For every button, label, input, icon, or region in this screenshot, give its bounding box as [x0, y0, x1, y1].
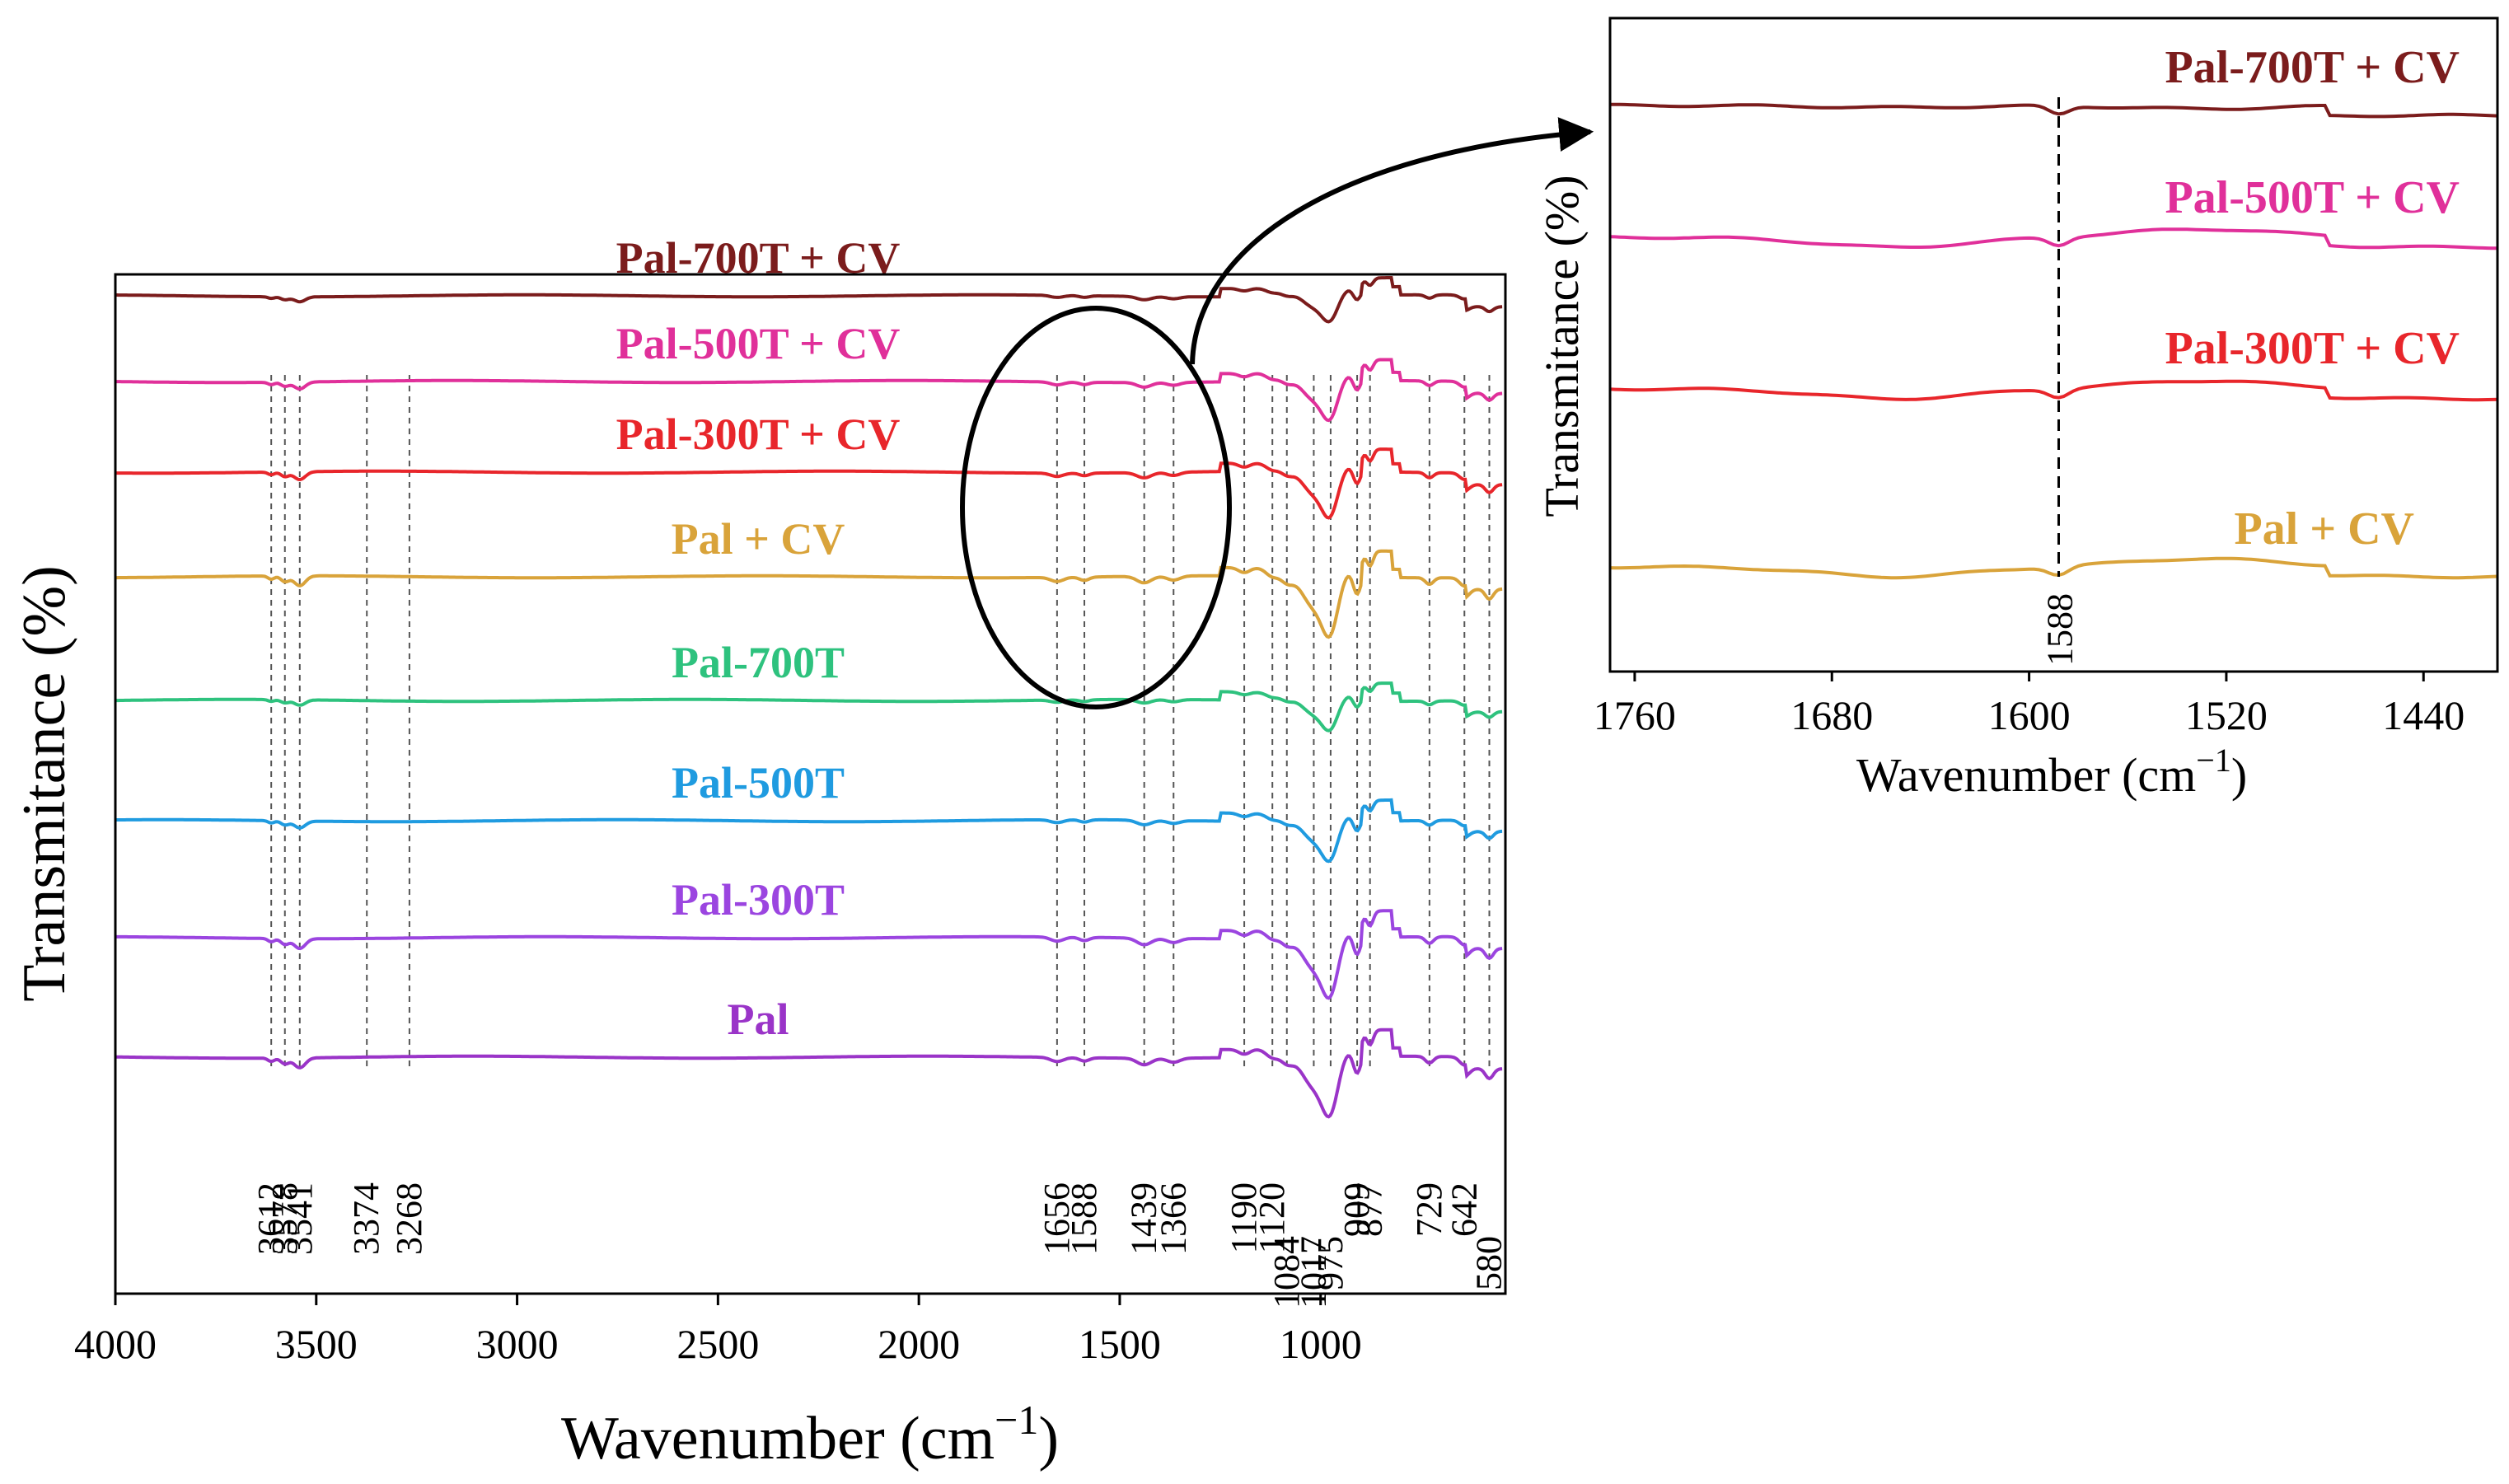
main-plot-frame [114, 273, 1507, 1295]
series-line-pal-500t [115, 798, 1503, 864]
inset-x-tick-label-1600: 1600 [1988, 692, 2071, 738]
peak-label-3541: 3541 [279, 1182, 320, 1255]
inset-peak-guide: 1588 [2040, 97, 2081, 666]
inset-series-label-pal-300t-plus-cv: Pal-300T + CV [2165, 323, 2460, 374]
series-label-pal-plus-cv: Pal + CV [672, 514, 845, 564]
main-x-tick-label-2000: 2000 [878, 1321, 960, 1367]
peak-label-1588: 1588 [1064, 1182, 1104, 1255]
inset-series-label-pal-plus-cv: Pal + CV [2234, 503, 2414, 555]
peak-label-975: 975 [1310, 1236, 1350, 1290]
inset-x-axis-title-text: Wavenumber (cm [1856, 748, 2196, 802]
main-x-axis-title: Wavenumber (cm−1) [561, 1397, 1059, 1472]
inset-x-axis-title: Wavenumber (cm−1) [1856, 742, 2247, 802]
peak-label-3578: 3578 [264, 1182, 305, 1255]
series-label-pal-500t: Pal-500T [672, 758, 845, 808]
peak-label-909: 909 [1336, 1182, 1377, 1237]
inset-series-label-pal-700t-plus-cv: Pal-700T + CV [2165, 42, 2460, 93]
main-series-lines [115, 276, 1503, 1119]
series-label-pal-300t: Pal-300T [672, 875, 845, 925]
inset-x-tick-label-1680: 1680 [1790, 692, 1873, 738]
peak-label-3612: 3612 [250, 1182, 291, 1255]
series-line-pal-700t-plus-cv [115, 276, 1503, 324]
peak-label-642: 642 [1444, 1182, 1484, 1237]
inset-series-lines [1609, 102, 2498, 580]
inset-peak-label-1588: 1588 [2040, 593, 2081, 666]
main-x-tick-label-1500: 1500 [1079, 1321, 1161, 1367]
inset-series-line-pal-500t-plus-cv [1609, 227, 2497, 250]
peak-label-1120: 1120 [1252, 1182, 1292, 1253]
series-label-pal-500t-plus-cv: Pal-500T + CV [616, 319, 901, 368]
inset-series-labels: Pal-700T + CV Pal-500T + CV Pal-300T + CV P… [2165, 42, 2460, 555]
main-x-axis-title-text: Wavenumber (cm [561, 1405, 995, 1472]
inset-y-axis-title: Transmitance (%) [1535, 175, 1589, 517]
series-label-pal: Pal [728, 995, 789, 1044]
peak-label-580: 580 [1469, 1236, 1510, 1290]
peak-label-1017: 1017 [1293, 1236, 1333, 1308]
main-x-tick-label-1000: 1000 [1280, 1321, 1362, 1367]
main-x-axis-title-sup: −1 [995, 1397, 1038, 1443]
highlight-ellipse [960, 306, 1232, 709]
main-y-axis-title: Transmitance (%) [11, 565, 78, 1002]
series-line-pal [115, 1028, 1503, 1119]
inset-series-line-pal-plus-cv [1609, 556, 2498, 580]
main-x-tick-label-2500: 2500 [676, 1321, 759, 1367]
main-x-ticks: 4000 3500 3000 2500 2000 1500 1000 [74, 1294, 1362, 1367]
peak-label-1366: 1366 [1153, 1182, 1193, 1255]
inset-x-tick-label-1760: 1760 [1594, 692, 1676, 738]
series-line-pal-300t-plus-cv [115, 447, 1503, 520]
peak-label-3374: 3374 [346, 1182, 386, 1255]
series-line-pal-plus-cv [115, 549, 1503, 639]
inset-x-axis-title-sup: −1 [2196, 742, 2231, 779]
inset-series-line-pal-300t-plus-cv [1609, 379, 2498, 402]
peak-label-729: 729 [1409, 1182, 1449, 1237]
peak-label-1656: 1656 [1037, 1182, 1077, 1255]
inset-series-label-pal-500t-plus-cv: Pal-500T + CV [2165, 172, 2460, 223]
main-x-tick-label-3000: 3000 [476, 1321, 559, 1367]
peak-label-1084: 1084 [1266, 1236, 1307, 1308]
peak-label-1190: 1190 [1224, 1182, 1264, 1253]
zoom-arrow [1190, 117, 1594, 365]
main-peak-guides [270, 375, 1491, 1071]
series-line-pal-700t [115, 681, 1503, 733]
peak-label-877: 877 [1350, 1182, 1390, 1237]
main-x-tick-label-3500: 3500 [275, 1321, 358, 1367]
peak-label-3268: 3268 [389, 1182, 429, 1255]
inset-x-tick-label-1440: 1440 [2382, 692, 2465, 738]
inset-chart: Pal-700T + CV Pal-500T + CV Pal-300T + CV P… [1535, 16, 2499, 802]
series-label-pal-700t: Pal-700T [672, 638, 845, 687]
series-line-pal-300t [115, 909, 1503, 1000]
main-x-axis-title-close: ) [1038, 1405, 1059, 1472]
inset-series-line-pal-700t-plus-cv [1610, 102, 2498, 119]
series-label-pal-300t-plus-cv: Pal-300T + CV [616, 410, 901, 459]
peak-label-1439: 1439 [1124, 1182, 1164, 1255]
series-line-pal-500t-plus-cv [115, 358, 1503, 423]
inset-x-tick-label-1520: 1520 [2185, 692, 2268, 738]
inset-x-ticks: 1760 1680 1600 1520 1440 [1594, 672, 2465, 738]
inset-plot-frame [1608, 16, 2499, 673]
inset-x-axis-title-close: ) [2231, 748, 2247, 802]
main-x-tick-label-4000: 4000 [74, 1321, 157, 1367]
